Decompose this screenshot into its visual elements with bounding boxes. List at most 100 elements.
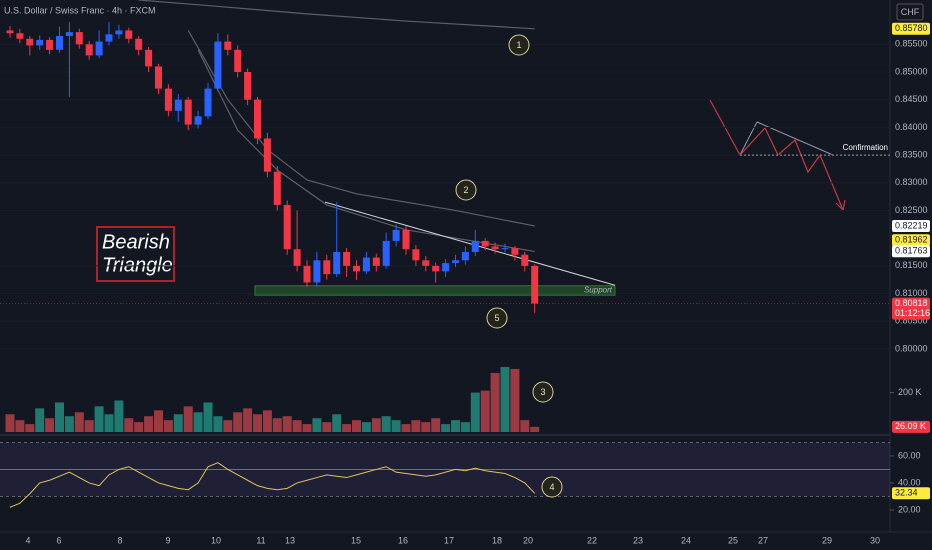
axis-tag <box>892 220 930 233</box>
volume-bar <box>55 402 64 432</box>
projection-path <box>709 99 844 211</box>
moving-average <box>197 49 535 253</box>
candle-body <box>184 99 192 125</box>
volume-bar <box>431 418 441 432</box>
x-tick-label: 24 <box>681 535 691 545</box>
axis-tag-label: 26.09 K <box>895 421 926 431</box>
rsi-tick-label: 20.00 <box>898 504 921 514</box>
volume-bar <box>35 408 45 432</box>
x-tick-label: 18 <box>492 535 502 545</box>
support-label: Support <box>584 286 613 295</box>
candle-body <box>263 138 271 172</box>
candle-body <box>234 49 242 72</box>
volume-bar <box>401 424 411 432</box>
volume-bar <box>470 392 480 432</box>
candle-body <box>432 265 440 272</box>
marker <box>486 307 508 329</box>
volume-bar <box>15 420 25 432</box>
volume-bar <box>510 368 520 432</box>
candle-body <box>224 41 232 50</box>
candle-body <box>283 204 291 250</box>
candle-body <box>125 30 133 39</box>
volume-bar <box>391 420 401 432</box>
candle-body <box>531 265 539 304</box>
candle-body <box>422 260 430 266</box>
volume-bar <box>411 420 421 432</box>
candle-body <box>382 240 390 266</box>
volume-bar <box>124 418 134 432</box>
candle-body <box>26 38 34 46</box>
candle-body <box>95 41 103 56</box>
candle-body <box>461 252 469 261</box>
axis-tag <box>892 420 930 433</box>
x-tick-label: 17 <box>444 535 454 545</box>
volume-bar <box>233 412 243 432</box>
annotation-text: Bearish <box>102 231 170 253</box>
candle-body <box>65 32 73 36</box>
marker <box>541 476 563 498</box>
volume-bar <box>203 402 213 432</box>
y-tick-label: 0.80000 <box>895 343 928 353</box>
volume-bar <box>45 418 55 432</box>
currency: CHF <box>901 7 920 17</box>
volume-bar <box>490 372 500 432</box>
candle-body <box>155 66 162 89</box>
volume-bar <box>480 390 490 432</box>
volume-bar <box>223 420 233 432</box>
y-tick-label: 0.84500 <box>895 94 928 104</box>
candle-body <box>36 39 44 46</box>
x-tick-label: 8 <box>117 535 122 545</box>
volume-bar <box>500 366 510 432</box>
volume-bar <box>84 420 94 432</box>
volume-bar <box>173 414 183 432</box>
volume-bar <box>451 420 460 432</box>
candle-body <box>481 240 489 247</box>
candle-body <box>323 260 331 275</box>
x-tick-label: 22 <box>587 535 597 545</box>
currency-box <box>896 3 924 21</box>
axis-tag <box>892 22 930 35</box>
volume-bar <box>332 414 342 432</box>
volume-bar <box>460 422 470 432</box>
volume-bar <box>94 406 104 432</box>
volume-bar <box>262 410 272 432</box>
candle-body <box>85 44 93 56</box>
y-tick-label: 0.84000 <box>895 122 928 132</box>
rsi-tick-label: 40.00 <box>898 477 921 487</box>
marker-label: 3 <box>540 387 545 397</box>
axis-tag-label: 0.81962 <box>895 235 928 245</box>
volume-bar <box>243 408 253 432</box>
candle-body <box>254 99 261 139</box>
volume-bar <box>154 410 163 432</box>
candle-body <box>471 240 479 252</box>
rsi-tick-label: 60.00 <box>898 450 921 460</box>
y-tick-label: 0.83500 <box>895 149 928 159</box>
y-tick-label: 0.80500 <box>895 316 928 326</box>
candle-body <box>412 249 420 261</box>
candle-body <box>214 41 222 89</box>
x-tick-label: 9 <box>165 535 170 545</box>
candle-body <box>164 88 172 111</box>
y-tick-label: 0.81500 <box>895 260 928 270</box>
x-tick-label: 4 <box>25 535 30 545</box>
candle-body <box>303 265 311 283</box>
candle-body <box>145 49 153 67</box>
moving-average <box>187 30 535 227</box>
candle-body <box>521 254 529 266</box>
volume-bar <box>282 416 292 432</box>
marker-label: 4 <box>549 482 554 492</box>
candle-body <box>135 38 143 50</box>
y-tick-label: 0.81000 <box>895 288 928 298</box>
volume-bar <box>421 422 431 432</box>
candle-body <box>293 249 301 266</box>
candle-body <box>452 260 459 264</box>
marker <box>508 34 530 56</box>
marker <box>532 381 554 403</box>
candle-body <box>402 229 410 250</box>
candle-body <box>442 263 450 272</box>
candle-body <box>501 248 509 250</box>
moving-average <box>138 0 535 30</box>
volume-bar <box>272 418 282 432</box>
axis-tag-label: 0.81763 <box>895 246 928 256</box>
